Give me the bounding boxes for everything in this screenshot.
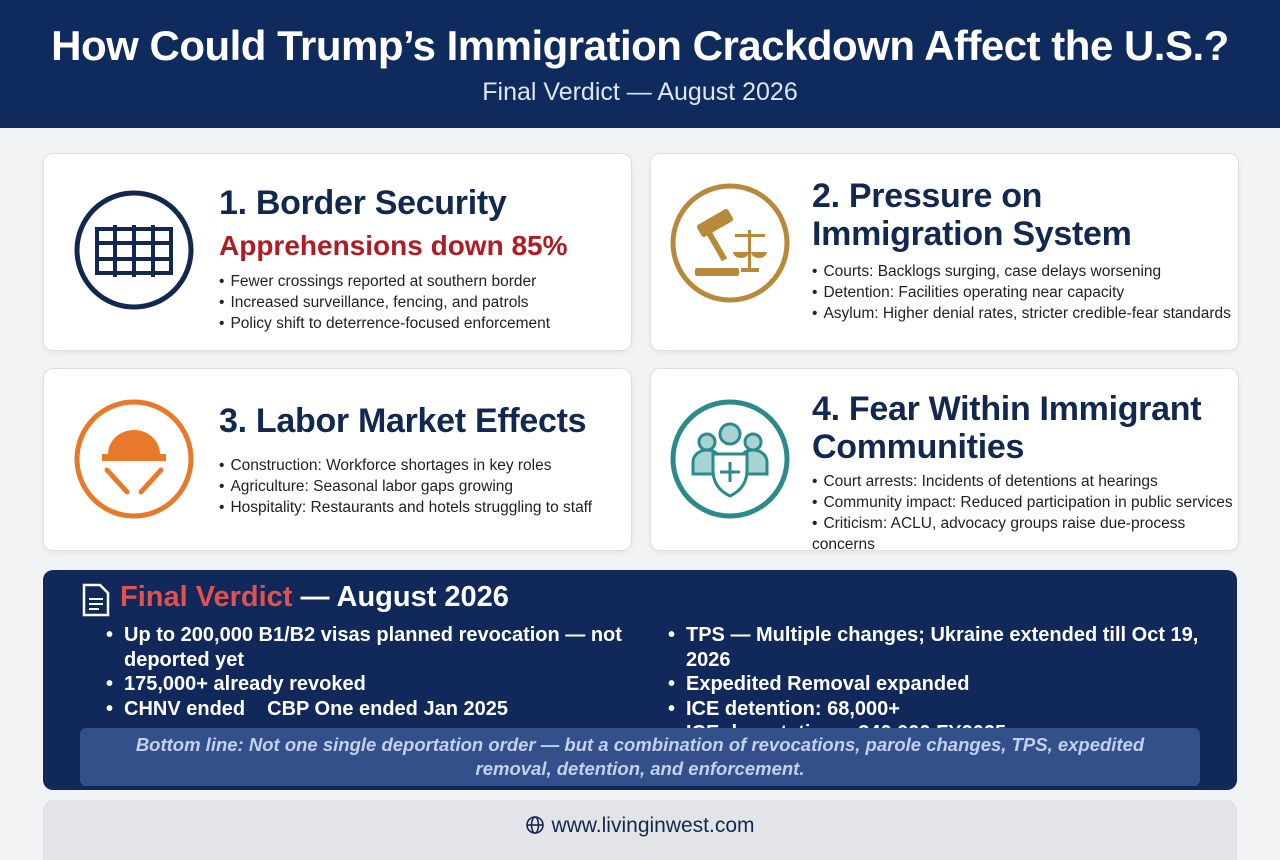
bullet: Fewer crossings reported at southern bor… [219, 271, 550, 292]
verdict-title-rest: — August 2026 [300, 581, 509, 613]
card-border-security: 1. Border Security Apprehensions down 85… [43, 153, 632, 351]
card-fear-communities: 4. Fear Within Immigrant Communities Cou… [650, 368, 1239, 553]
subtitle: Final Verdict — August 2026 [482, 78, 798, 106]
title: How Could Trump’s Immigration Crackdown … [51, 22, 1229, 69]
bullet: Criticism: ACLU, advocacy groups raise d… [812, 513, 1238, 555]
bottom-line-text: Bottom line: Not one single deportation … [135, 734, 1145, 779]
verdict-item-text: CBP One ended Jan 2025 [267, 697, 508, 720]
verdict-title: Final Verdict — August 2026 [120, 581, 509, 614]
icon-gavel [670, 183, 790, 303]
verdict-item: Up to 200,000 B1/B2 visas planned revoca… [106, 623, 646, 672]
card-bullets: Fewer crossings reported at southern bor… [219, 271, 550, 334]
bullet: Agriculture: Seasonal labor gaps growing [219, 476, 592, 497]
bullet: Construction: Workforce shortages in key… [219, 455, 592, 476]
verdict-right-list: TPS — Multiple changes; Ukraine extended… [668, 623, 1228, 746]
header: How Could Trump’s Immigration Crackdown … [0, 0, 1280, 128]
card-bullets: Construction: Workforce shortages in key… [219, 455, 592, 518]
verdict-item-text: ICE detention: 68,000+ [686, 697, 900, 720]
icon-document [82, 583, 110, 617]
verdict-title-highlight: Final Verdict [120, 581, 293, 613]
verdict-item-text: Expedited Removal expanded [686, 673, 970, 695]
verdict-item-text: 175,000+ already revoked [124, 673, 366, 695]
verdict-item: CHNV ended CBP One ended Jan 2025 [106, 697, 646, 722]
bullet: Courts: Backlogs surging, case delays wo… [812, 261, 1231, 282]
verdict-item-text: Up to 200,000 B1/B2 visas planned revoca… [124, 624, 622, 671]
card-title: 3. Labor Market Effects [219, 402, 587, 440]
icon-tools [74, 399, 194, 519]
icon-fence [74, 190, 194, 310]
verdict-item: Expedited Removal expanded [668, 672, 1228, 697]
card-title: 2. Pressure on Immigration System [812, 177, 1132, 253]
footer-url: www.livinginwest.com [43, 814, 1237, 838]
verdict-item-text: TPS — Multiple changes; Ukraine extended… [686, 624, 1199, 671]
icon-community [670, 399, 790, 519]
bullet: Hospitality: Restaurants and hotels stru… [219, 497, 592, 518]
verdict-item: 175,000+ already revoked [106, 672, 646, 697]
verdict-item: TPS — Multiple changes; Ukraine extended… [668, 623, 1228, 672]
bullet: Increased surveillance, fencing, and pat… [219, 292, 550, 313]
footer: www.livinginwest.com [43, 800, 1237, 860]
icon-globe [526, 816, 545, 834]
url-text: www.livinginwest.com [551, 814, 755, 837]
bullet: Policy shift to deterrence-focused enfor… [219, 313, 550, 334]
bullet: Court arrests: Incidents of detentions a… [812, 471, 1238, 492]
card-bullets: Court arrests: Incidents of detentions a… [812, 471, 1238, 555]
bullet: Detention: Facilities operating near cap… [812, 282, 1231, 303]
bullet: Community impact: Reduced participation … [812, 492, 1238, 513]
verdict-item: ICE detention: 68,000+ [668, 697, 1228, 722]
bottom-line: Bottom line: Not one single deportation … [80, 728, 1200, 786]
card-labor-market: 3. Labor Market Effects Construction: Wo… [43, 368, 632, 551]
card-title: 1. Border Security [219, 184, 507, 222]
card-title: 4. Fear Within Immigrant Communities [812, 390, 1202, 466]
bullet: Asylum: Higher denial rates, stricter cr… [812, 303, 1230, 324]
verdict-item-text: CHNV ended [124, 697, 246, 720]
card-immigration-system: 2. Pressure on Immigration System Courts… [650, 153, 1239, 351]
card-bullets: Courts: Backlogs surging, case delays wo… [812, 261, 1231, 324]
verdict-left-list: Up to 200,000 B1/B2 visas planned revoca… [106, 623, 646, 721]
card-highlight: Apprehensions down 85% [219, 230, 568, 261]
